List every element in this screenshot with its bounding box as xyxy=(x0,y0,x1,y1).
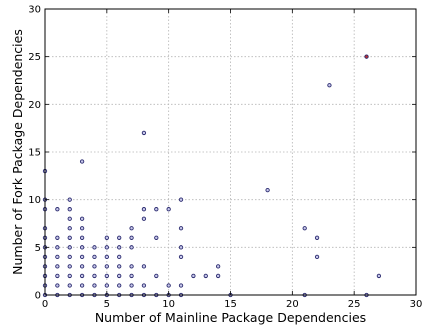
data-point xyxy=(55,254,60,260)
data-point xyxy=(302,226,307,231)
data-point xyxy=(117,264,122,269)
data-point xyxy=(55,245,60,250)
data-point xyxy=(104,283,109,288)
y-tick-label: 25 xyxy=(28,52,41,63)
y-tick-label: 30 xyxy=(28,5,41,16)
data-points xyxy=(42,54,382,298)
x-tick-label: 20 xyxy=(286,299,299,310)
data-point xyxy=(117,283,122,288)
data-point xyxy=(215,273,221,279)
data-point xyxy=(67,254,72,260)
data-point xyxy=(154,207,159,212)
y-tick-label: 5 xyxy=(35,243,41,254)
data-point xyxy=(67,273,72,279)
x-axis-label: Number of Mainline Package Dependencies xyxy=(95,310,366,325)
data-point xyxy=(79,264,85,269)
data-point xyxy=(191,273,196,279)
data-point xyxy=(79,159,85,164)
x-tick-label: 25 xyxy=(348,299,361,310)
data-point xyxy=(178,226,184,231)
data-point xyxy=(67,245,72,250)
data-point xyxy=(67,235,72,240)
data-point xyxy=(55,207,60,212)
data-point xyxy=(314,235,320,240)
data-point xyxy=(129,235,134,240)
data-point xyxy=(67,283,72,288)
x-tick-label: 10 xyxy=(162,299,175,310)
data-point xyxy=(129,245,134,250)
tick-marks xyxy=(44,8,417,296)
data-point xyxy=(67,264,72,269)
data-point xyxy=(178,197,184,202)
data-point xyxy=(79,245,85,250)
data-point xyxy=(376,273,382,279)
grid-lines xyxy=(44,8,417,296)
data-point xyxy=(55,235,60,240)
data-point xyxy=(104,245,109,250)
data-point xyxy=(67,207,72,212)
data-point xyxy=(203,273,208,279)
data-point xyxy=(104,273,109,279)
data-point xyxy=(178,245,184,250)
data-point xyxy=(92,273,97,279)
data-point xyxy=(129,226,134,231)
y-tick-label: 10 xyxy=(28,195,41,206)
x-tick-labels: 0 5 10 15 20 25 30 xyxy=(42,299,423,310)
data-point xyxy=(141,207,147,212)
data-point xyxy=(154,235,159,240)
data-point xyxy=(166,207,171,212)
data-point xyxy=(104,264,109,269)
data-point xyxy=(141,130,147,136)
data-point xyxy=(79,235,85,240)
highlighted-data-point xyxy=(364,54,369,59)
data-point xyxy=(79,216,85,221)
data-point xyxy=(129,283,134,288)
x-tick-label: 30 xyxy=(410,299,423,310)
data-point xyxy=(79,283,85,288)
data-point xyxy=(129,273,134,279)
data-point xyxy=(55,283,60,288)
data-point xyxy=(129,264,134,269)
y-tick-label: 15 xyxy=(28,148,41,159)
data-point xyxy=(67,226,72,231)
data-point xyxy=(55,273,60,279)
data-point xyxy=(67,216,72,221)
data-point xyxy=(265,187,270,193)
data-point xyxy=(141,216,147,221)
data-point xyxy=(104,235,109,240)
y-axis-label: Number of Fork Package Dependencies xyxy=(10,29,25,275)
data-point xyxy=(178,283,184,288)
data-point xyxy=(178,254,184,260)
data-point xyxy=(154,273,159,279)
data-point xyxy=(92,254,97,260)
data-point xyxy=(166,283,171,288)
data-point xyxy=(67,197,72,202)
data-point xyxy=(92,245,97,250)
data-point xyxy=(117,235,122,240)
x-tick-label: 15 xyxy=(224,299,237,310)
data-point xyxy=(141,283,147,288)
data-point xyxy=(92,283,97,288)
data-point xyxy=(79,273,85,279)
data-point xyxy=(215,264,221,269)
y-tick-label: 20 xyxy=(28,100,41,111)
data-point xyxy=(314,254,320,260)
data-point xyxy=(117,254,122,260)
data-point xyxy=(104,254,109,260)
data-point xyxy=(141,264,147,269)
y-tick-labels: 0 5 10 15 20 25 30 xyxy=(28,5,41,302)
data-point xyxy=(79,226,85,231)
data-point xyxy=(327,83,332,88)
x-tick-label: 0 xyxy=(42,299,48,310)
data-point xyxy=(92,264,97,269)
data-point xyxy=(117,273,122,279)
data-point xyxy=(79,254,85,260)
data-point xyxy=(55,264,60,269)
x-tick-label: 5 xyxy=(104,299,110,310)
data-point xyxy=(117,245,122,250)
y-tick-label: 0 xyxy=(35,291,41,302)
